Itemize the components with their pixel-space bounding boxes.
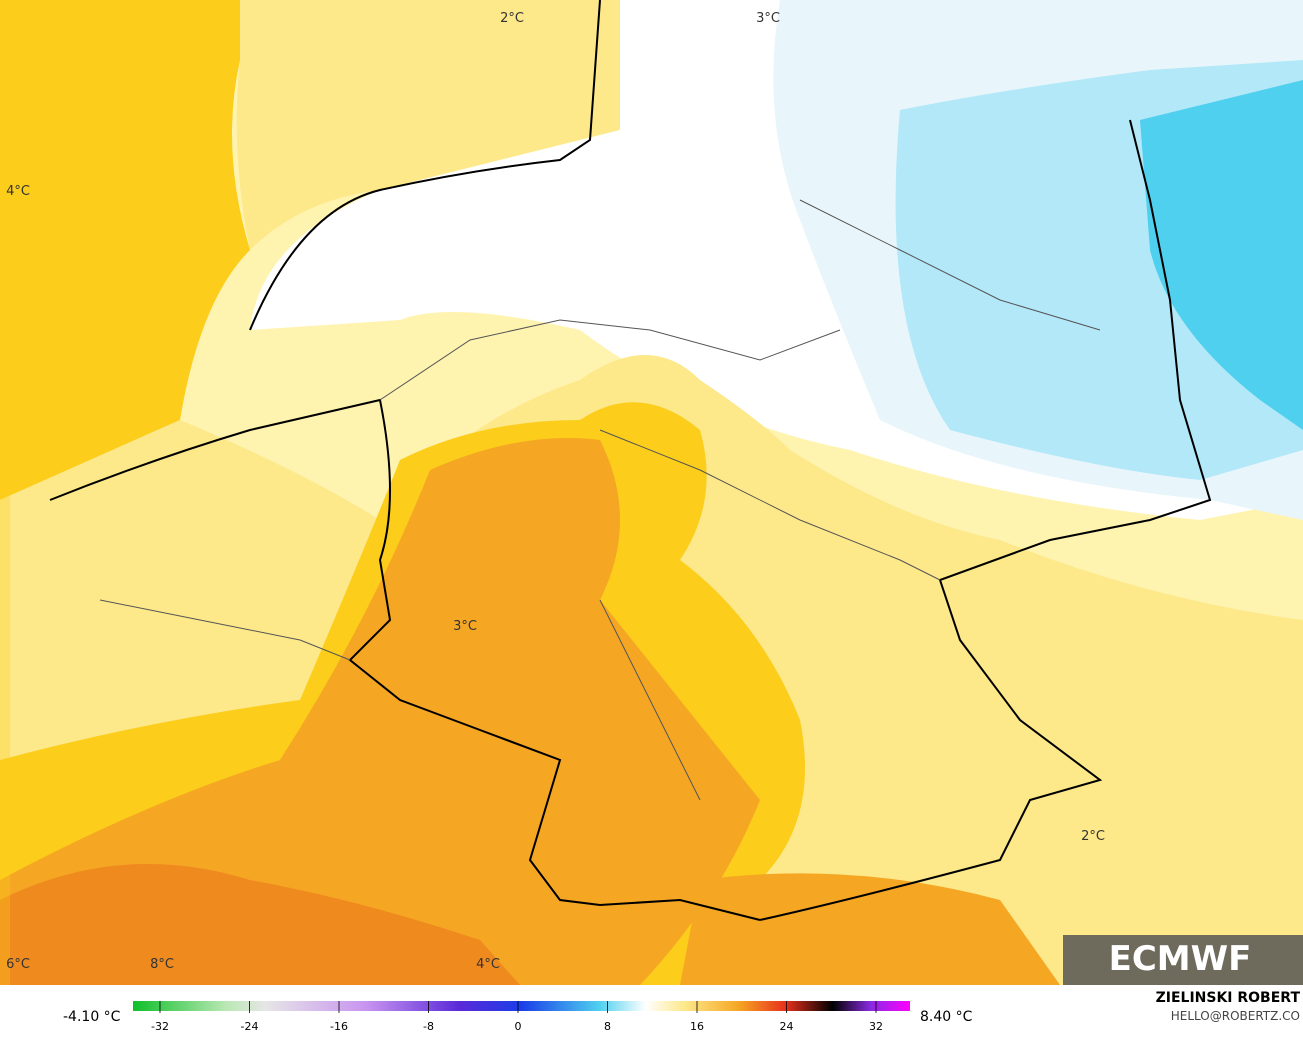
logo: ECMWF [1109, 939, 1252, 979]
isotherm-label: 2°C [500, 11, 524, 26]
credit-author: ZIELINSKI ROBERT [1156, 990, 1301, 1006]
colorbar-tick-label: 8 [604, 1020, 611, 1033]
isotherm-label: 8°C [150, 957, 174, 972]
regions [99, 199, 1101, 801]
colorbar-tick-label: 24 [780, 1020, 794, 1033]
colorbar-tick-label: 16 [690, 1020, 704, 1033]
isotherm-label: 2°C [1081, 829, 1105, 844]
isotherm-label: 4°C [6, 184, 30, 199]
colorbar-tick-label: -24 [241, 1020, 259, 1033]
colorbar-min: -4.10 °C [63, 1009, 121, 1025]
colorbar-tick-label: 32 [869, 1020, 883, 1033]
isotherm-label: 3°C [756, 11, 780, 26]
isotherm-label: 3°C [453, 619, 477, 634]
credit-email: HELLO@ROBERTZ.CO [1171, 1009, 1300, 1023]
colorbar-tick-label: -32 [151, 1020, 169, 1033]
logo-box: ECMWF [1063, 935, 1303, 985]
colorbar-tick-label: -16 [330, 1020, 348, 1033]
colorbar-max: 8.40 °C [920, 1009, 973, 1025]
borders [49, 0, 1212, 921]
colorbar-tick-label: -8 [423, 1020, 434, 1033]
colorbar-tick-label: 0 [515, 1020, 522, 1033]
map-fields [0, 0, 1303, 985]
isotherm-label: 6°C [6, 957, 30, 972]
isotherm-label: 4°C [476, 957, 500, 972]
colorbar [133, 1001, 910, 1011]
